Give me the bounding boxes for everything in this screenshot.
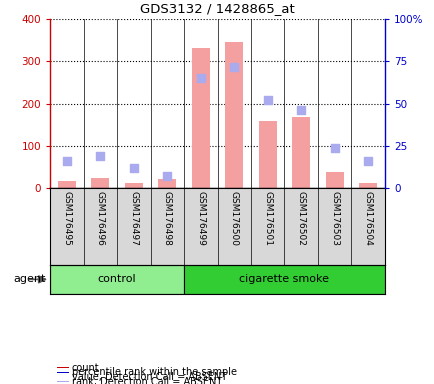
Bar xyxy=(325,172,343,188)
Point xyxy=(297,108,304,114)
Text: control: control xyxy=(98,274,136,285)
Text: percentile rank within the sample: percentile rank within the sample xyxy=(72,367,236,377)
Text: cigarette smoke: cigarette smoke xyxy=(239,274,329,285)
Point xyxy=(364,158,371,164)
Title: GDS3132 / 1428865_at: GDS3132 / 1428865_at xyxy=(140,2,294,15)
Bar xyxy=(124,183,143,188)
Point xyxy=(97,153,104,159)
Text: GSM176498: GSM176498 xyxy=(162,191,171,246)
Bar xyxy=(57,180,76,188)
Text: value, Detection Call = ABSENT: value, Detection Call = ABSENT xyxy=(72,372,227,382)
Bar xyxy=(358,183,377,188)
Text: GSM176495: GSM176495 xyxy=(62,191,71,246)
Point xyxy=(264,97,271,103)
Text: GSM176501: GSM176501 xyxy=(263,191,272,246)
Bar xyxy=(191,48,210,188)
Text: GSM176497: GSM176497 xyxy=(129,191,138,246)
Text: rank, Detection Call = ABSENT: rank, Detection Call = ABSENT xyxy=(72,377,221,384)
Bar xyxy=(224,41,243,188)
Point xyxy=(130,165,137,171)
Point xyxy=(197,75,204,81)
Bar xyxy=(56,381,69,382)
Bar xyxy=(91,177,109,188)
Point xyxy=(63,158,70,164)
Bar xyxy=(291,117,310,188)
Bar xyxy=(184,265,384,294)
Bar xyxy=(56,367,69,368)
Text: GSM176499: GSM176499 xyxy=(196,191,205,246)
Text: GSM176502: GSM176502 xyxy=(296,191,305,246)
Bar xyxy=(158,179,176,188)
Text: GSM176504: GSM176504 xyxy=(363,191,372,246)
Point xyxy=(331,144,338,151)
Text: GSM176500: GSM176500 xyxy=(229,191,238,246)
Text: GSM176496: GSM176496 xyxy=(95,191,105,246)
Text: GSM176503: GSM176503 xyxy=(329,191,339,246)
Bar xyxy=(50,265,184,294)
Bar xyxy=(56,372,69,373)
Point xyxy=(230,63,237,70)
Text: agent: agent xyxy=(13,274,46,285)
Text: count: count xyxy=(72,363,99,373)
Point xyxy=(164,173,171,179)
Bar xyxy=(258,121,276,188)
